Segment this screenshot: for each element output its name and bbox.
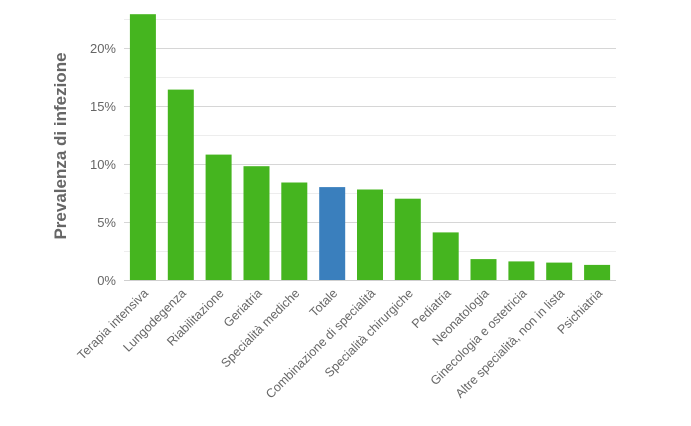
bar [546, 262, 573, 280]
y-tick-label: 5% [97, 215, 116, 230]
bar [281, 182, 308, 280]
bar [357, 189, 383, 280]
y-axis-ticks: 0% 5% 10% 15% 20% [90, 41, 116, 288]
bar [319, 187, 346, 280]
bar [470, 259, 497, 280]
y-tick-label: 20% [90, 41, 116, 56]
x-axis-ticks: Terapia intensivaLungodegenzaRiabilitazi… [75, 286, 605, 401]
bar [394, 198, 421, 280]
bar [129, 14, 156, 280]
bar [584, 264, 611, 280]
bars [129, 14, 611, 280]
y-tick-label: 15% [90, 99, 116, 114]
bar [432, 232, 459, 280]
y-axis-title: Prevalenza di infezione [51, 52, 70, 239]
y-tick-label: 10% [90, 157, 116, 172]
bar [205, 154, 232, 280]
bar [508, 261, 535, 280]
x-tick-label: Totale [307, 286, 341, 320]
bar [167, 89, 194, 280]
y-tick-label: 0% [97, 273, 116, 288]
bar [243, 166, 270, 280]
